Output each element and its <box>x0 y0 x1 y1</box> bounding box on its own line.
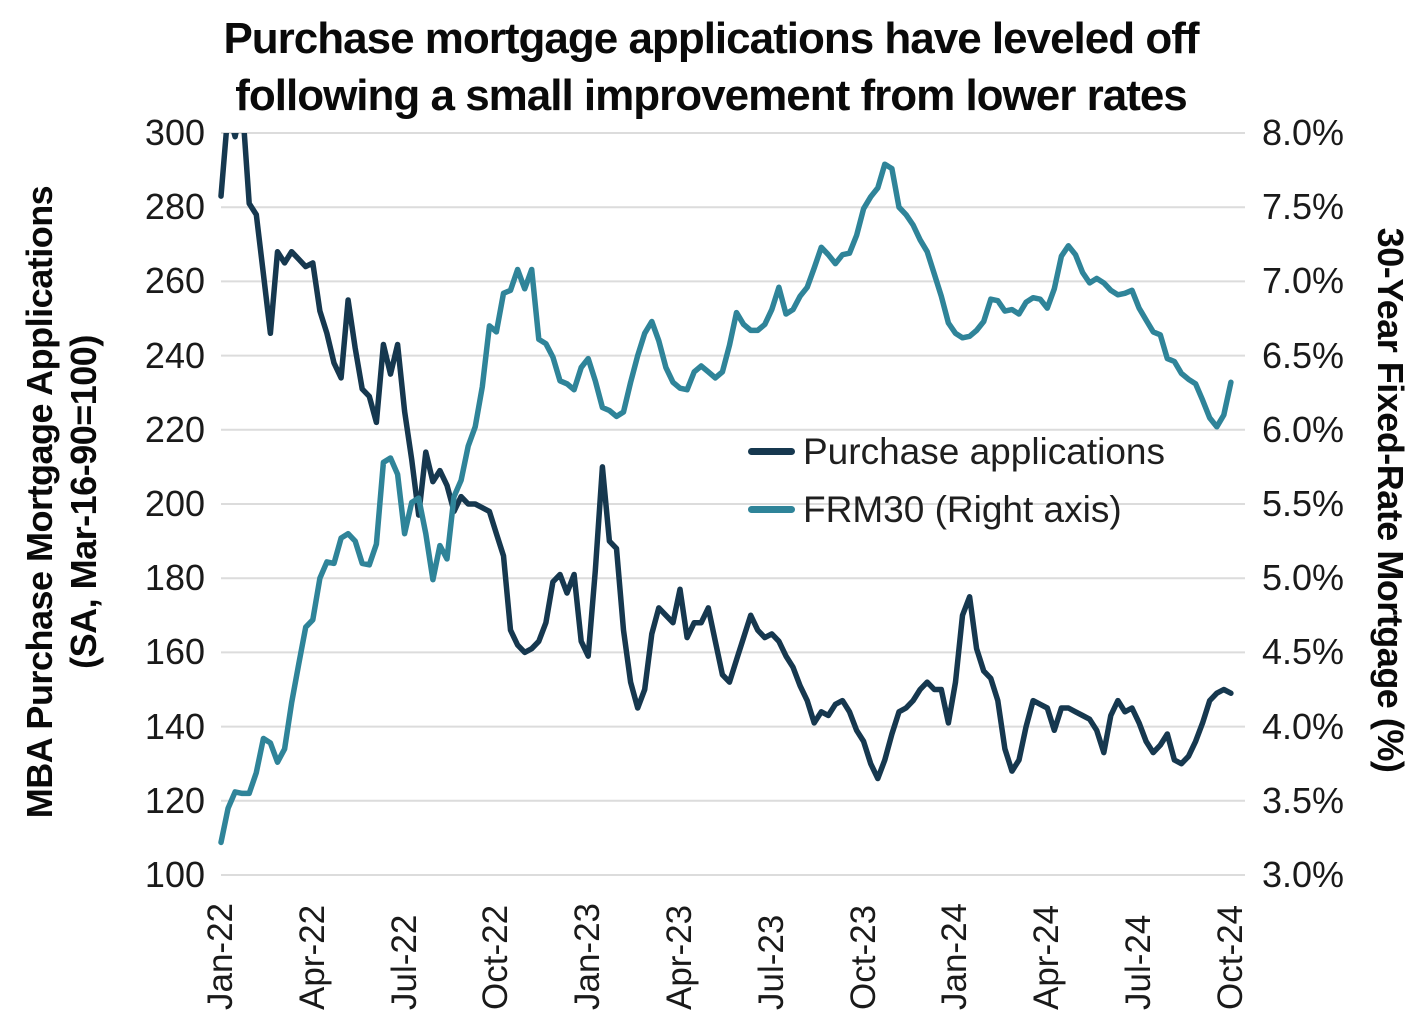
legend: Purchase applications FRM30 (Right axis) <box>748 428 1165 544</box>
legend-label-frm30: FRM30 (Right axis) <box>803 488 1122 530</box>
chart-title: Purchase mortgage applications have leve… <box>0 10 1422 124</box>
left-axis-title-line1: MBA Purchase Mortgage Applications <box>19 185 60 819</box>
chart-title-line1: Purchase mortgage applications have leve… <box>223 14 1199 63</box>
y-axis-left-tick-label: 300 <box>144 112 205 153</box>
legend-swatch-purchase-applications <box>748 448 795 455</box>
x-axis-tick-label: Oct-23 <box>843 904 883 1010</box>
y-axis-right-tick-label: 4.5% <box>1262 631 1345 673</box>
y-axis-right-tick-label: 5.5% <box>1262 483 1345 524</box>
legend-label-purchase-applications: Purchase applications <box>803 430 1165 472</box>
purchase-applications-line <box>218 133 1234 782</box>
y-axis-left-tick-label: 200 <box>144 483 205 524</box>
x-axis-tick-label: Apr-22 <box>292 904 332 1010</box>
y-axis-left-tick-label: 260 <box>144 260 205 302</box>
x-axis-tick-label: Jan-24 <box>935 902 975 1010</box>
x-axis-tick-label: Apr-24 <box>1027 904 1067 1010</box>
y-axis-left-tick-label: 140 <box>144 705 205 747</box>
x-axis-tick-label: Oct-22 <box>476 904 516 1010</box>
legend-swatch-frm30 <box>748 506 795 513</box>
x-axis-tick-label: Jul-23 <box>751 914 791 1010</box>
y-axis-right-tick-label: 6.5% <box>1262 334 1345 376</box>
x-axis-tick-label: Apr-23 <box>660 904 700 1010</box>
legend-item-purchase-applications: Purchase applications <box>748 428 1165 475</box>
y-axis-right-tick-label: 7.0% <box>1262 260 1345 302</box>
y-axis-left-tick-label: 180 <box>144 557 205 599</box>
y-axis-right-tick-label: 3.0% <box>1262 854 1345 895</box>
x-axis-tick-label: Oct-24 <box>1210 904 1250 1010</box>
legend-item-frm30: FRM30 (Right axis) <box>748 486 1165 533</box>
y-axis-right-tick-label: 6.0% <box>1262 408 1345 450</box>
x-axis-tick-label: Jan-23 <box>568 902 608 1010</box>
y-axis-left-tick-label: 280 <box>144 186 205 228</box>
y-axis-left-tick-label: 100 <box>144 854 205 895</box>
x-axis-tick-label: Jan-22 <box>201 902 240 1010</box>
y-axis-left-tick-label: 120 <box>144 779 205 821</box>
y-axis-right-tick-label: 4.0% <box>1262 705 1345 747</box>
y-axis-right-tick-label: 7.5% <box>1262 186 1345 228</box>
y-axis-right-tick-label: 5.0% <box>1262 557 1345 599</box>
chart-title-line2: following a small improvement from lower… <box>235 71 1188 120</box>
y-axis-right-tick-label: 3.5% <box>1262 779 1345 821</box>
y-axis-right-tick-label: 8.0% <box>1262 112 1345 153</box>
y-axis-left-tick-label: 220 <box>144 408 205 450</box>
x-axis-tick-label: Jul-22 <box>384 914 424 1010</box>
y-axis-left-tick-label: 240 <box>144 334 205 376</box>
x-axis-tick-label: Jul-24 <box>1119 914 1159 1010</box>
frm30-line <box>218 161 1234 846</box>
y-axis-left-tick-label: 160 <box>144 631 205 673</box>
